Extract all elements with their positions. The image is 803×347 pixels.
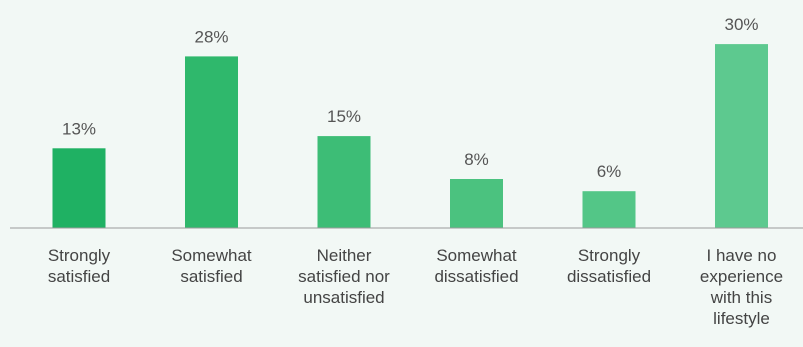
bars-group — [52, 44, 768, 229]
bar-3 — [450, 179, 503, 228]
category-label-2-line-0: Neither — [317, 246, 372, 265]
category-label-3-line-1: dissatisfied — [434, 267, 518, 286]
category-label-1-line-1: satisfied — [180, 267, 242, 286]
data-label-0: 13% — [62, 119, 96, 138]
data-label-5: 30% — [724, 15, 758, 34]
bar-2 — [317, 136, 371, 229]
value-labels-group: 13% 28% 15% 8% 6% 30% — [62, 15, 759, 181]
category-label-5-line-1: experience — [700, 267, 783, 286]
data-label-2: 15% — [327, 107, 361, 126]
category-label-2-line-2: unsatisfied — [303, 288, 384, 307]
category-label-5-line-0: I have no — [707, 246, 777, 265]
category-label-0-line-1: satisfied — [48, 267, 110, 286]
category-label-1-line-0: Somewhat — [171, 246, 252, 265]
category-labels-group: Strongly satisfied Somewhat satisfied Neithe… — [48, 246, 783, 328]
category-label-5-line-3: lifestyle — [713, 309, 770, 328]
data-label-3: 8% — [464, 150, 489, 169]
bar-4 — [582, 191, 636, 228]
bar-5 — [715, 44, 768, 228]
category-label-4-line-1: dissatisfied — [567, 267, 651, 286]
bar-1 — [185, 56, 238, 229]
category-label-5-line-2: with this — [710, 288, 772, 307]
category-label-4-line-0: Strongly — [578, 246, 641, 265]
category-label-0-line-0: Strongly — [48, 246, 111, 265]
bar-0 — [52, 148, 106, 228]
category-label-2-line-1: satisfied nor — [298, 267, 390, 286]
data-label-4: 6% — [597, 162, 622, 181]
data-label-1: 28% — [194, 27, 228, 46]
category-label-3-line-0: Somewhat — [436, 246, 517, 265]
